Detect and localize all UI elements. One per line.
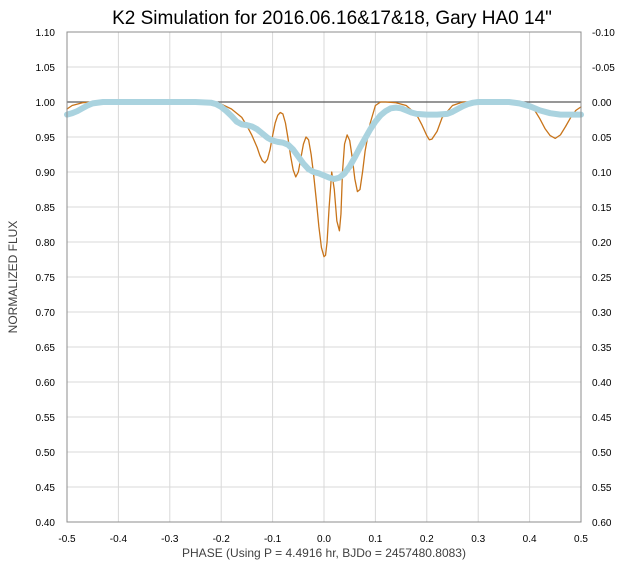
plot-area-border <box>66 31 582 523</box>
y-tick-label: 1.05 <box>36 63 56 74</box>
y2-tick-label: 0.35 <box>592 343 612 354</box>
x-tick-label: -0.1 <box>264 534 282 545</box>
y-tick-label: 0.40 <box>36 518 56 529</box>
y-tick-label: 0.85 <box>36 203 56 214</box>
y-tick-label: 1.00 <box>36 98 56 109</box>
y2-tick-label: 0.15 <box>592 203 612 214</box>
y-tick-label: 0.90 <box>36 168 56 179</box>
y2-tick-label: 0.50 <box>592 448 612 459</box>
y-tick-label: 0.65 <box>36 343 56 354</box>
y2-tick-label: 0.55 <box>592 483 612 494</box>
tick-layer: -0.5 -0.4 -0.3 -0.2 -0.1 0.0 0.1 0.2 0.3 0.4 0.5 1.… <box>36 28 616 545</box>
y2-tick-label: 0.45 <box>592 413 612 424</box>
x-tick-label: 0.1 <box>368 534 382 545</box>
series-layer <box>64 99 584 258</box>
chart-title: K2 Simulation for 2016.06.16&17&18, Gary… <box>112 8 552 29</box>
y-tick-label: 1.10 <box>36 28 56 39</box>
x-tick-label: 0.3 <box>471 534 485 545</box>
y-tick-label: 0.60 <box>36 378 56 389</box>
y-tick-label: 0.95 <box>36 133 56 144</box>
y2-tick-label: 0.25 <box>592 273 612 284</box>
model-flux-series <box>64 99 584 182</box>
y-tick-label: 0.70 <box>36 308 56 319</box>
y-tick-label: 0.75 <box>36 273 56 284</box>
y2-tick-label: -0.10 <box>592 28 615 39</box>
y2-tick-label: 0.60 <box>592 518 612 529</box>
x-tick-label: -0.2 <box>213 534 231 545</box>
y2-tick-label: 0.30 <box>592 308 612 319</box>
y-tick-label: 0.55 <box>36 413 56 424</box>
x-tick-label: 0.2 <box>420 534 434 545</box>
y-axis-title: NORMALIZED FLUX <box>6 221 20 334</box>
y2-tick-label: -0.05 <box>592 63 615 74</box>
y2-tick-label: 0.20 <box>592 238 612 249</box>
y-tick-label: 0.80 <box>36 238 56 249</box>
y2-tick-label: 0.10 <box>592 168 612 179</box>
y-tick-label: 0.50 <box>36 448 56 459</box>
grid-layer <box>67 32 581 522</box>
x-tick-label: 0.4 <box>523 534 537 545</box>
y-tick-label: 0.45 <box>36 483 56 494</box>
x-tick-label: -0.4 <box>110 534 128 545</box>
y2-tick-label: 0.00 <box>592 98 612 109</box>
x-tick-label: -0.3 <box>161 534 179 545</box>
x-tick-label: -0.5 <box>58 534 76 545</box>
x-tick-label: 0.5 <box>574 534 588 545</box>
y2-tick-label: 0.40 <box>592 378 612 389</box>
x-tick-label: 0.0 <box>317 534 331 545</box>
y2-tick-label: 0.05 <box>592 133 612 144</box>
x-axis-title: PHASE (Using P = 4.4916 hr, BJDo = 24574… <box>182 546 466 560</box>
